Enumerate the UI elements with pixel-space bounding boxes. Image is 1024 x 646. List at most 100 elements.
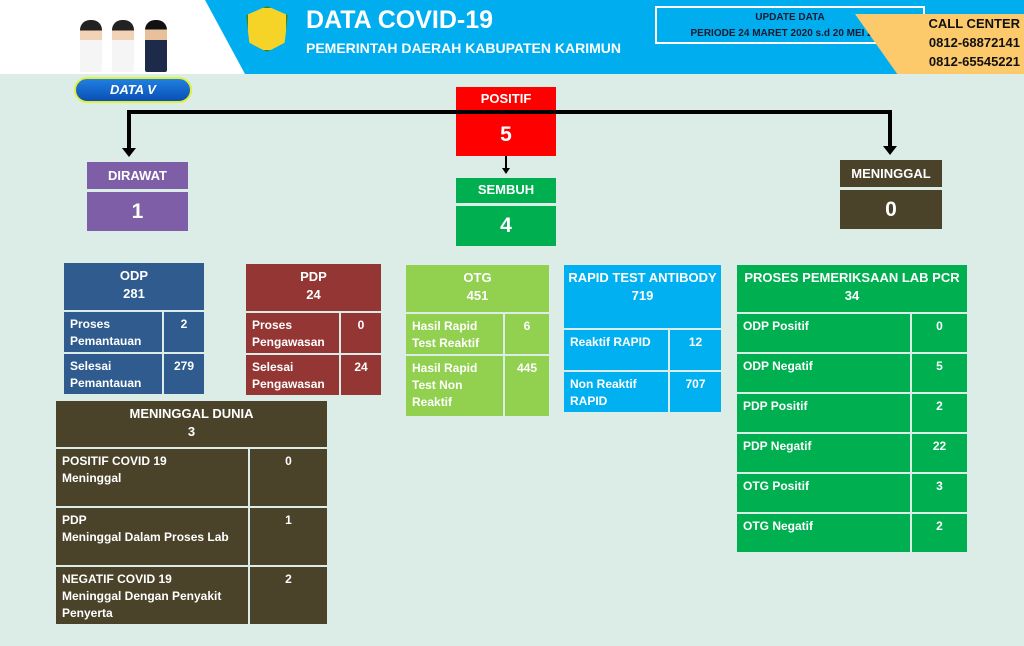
- row-value: 5: [936, 359, 943, 373]
- card-title: ODP: [119, 268, 149, 283]
- table-row: Hasil Rapid Test Non Reaktif 445: [406, 356, 549, 416]
- meninggal_dunia-header: MENINGGAL DUNIA 3: [56, 401, 327, 447]
- card-title: OTG: [463, 270, 492, 285]
- row-label: OTG Positif: [737, 474, 912, 512]
- row-label: PDP Positif: [737, 394, 912, 432]
- arrow-down-icon: [502, 168, 510, 178]
- row-value: 0: [357, 318, 365, 332]
- card-title: PROSES PEMERIKSAAN LAB PCR: [744, 270, 960, 285]
- card-total: 719: [631, 288, 654, 303]
- card-total: 451: [466, 288, 489, 303]
- odp-header: ODP 281: [64, 263, 204, 310]
- phone-2: 0812-65545221: [928, 54, 1020, 69]
- row-value: 445: [516, 361, 538, 375]
- card-total: 24: [306, 287, 321, 302]
- card-title: PDP: [300, 269, 327, 284]
- positif-label: POSITIF: [456, 87, 556, 110]
- table-row: Proses Pengawasan 0: [246, 313, 381, 353]
- card-title: MENINGGAL DUNIA: [129, 406, 254, 421]
- arrow-down-icon: [122, 148, 136, 164]
- official-photo: [145, 20, 167, 72]
- row-value: 2: [285, 572, 292, 586]
- arrow-down-icon: [883, 146, 897, 162]
- connector-line: [505, 156, 507, 170]
- dirawat-value: 1: [87, 192, 188, 231]
- table-row: Reaktif RAPID 12: [564, 330, 721, 370]
- dirawat-label: DIRAWAT: [87, 162, 188, 189]
- otg-card: OTG 451 Hasil Rapid Test Reaktif 6 Hasil Rap…: [406, 265, 549, 418]
- row-label: ODP Positif: [737, 314, 912, 352]
- call-center-label: CALL CENTER: [928, 16, 1020, 31]
- connector-line: [127, 110, 892, 114]
- row-label: PDP Negatif: [737, 434, 912, 472]
- call-center: CALL CENTER 0812-68872141 0812-65545221: [922, 14, 1020, 71]
- data-version-badge: DATA V: [74, 77, 192, 103]
- table-row: OTG Negatif 2: [737, 514, 967, 552]
- table-row: Non Reaktif RAPID 707: [564, 372, 721, 412]
- row-value: 24: [354, 360, 368, 374]
- phone-1: 0812-68872141: [928, 35, 1020, 50]
- update-period: PERIODE 24 MARET 2020 s.d 20 MEI 2020: [690, 28, 890, 39]
- row-label: Proses Pengawasan: [246, 313, 341, 353]
- table-row: PDP Negatif 22: [737, 434, 967, 472]
- row-label: Hasil Rapid Test Non Reaktif: [406, 356, 505, 416]
- row-label: Selesai Pengawasan: [246, 355, 341, 395]
- row-value: 0: [936, 319, 943, 333]
- meninggal-value: 0: [840, 190, 942, 229]
- row-value: 2: [936, 519, 943, 533]
- row-value: 1: [285, 513, 292, 527]
- row-value: 12: [688, 335, 703, 349]
- table-row: POSITIF COVID 19 Meninggal 0: [56, 449, 327, 506]
- row-value: 2: [180, 317, 188, 331]
- lab-pcr-card: PROSES PEMERIKSAAN LAB PCR 34 ODP Positif 0…: [737, 265, 967, 554]
- table-row: Selesai Pemantauan 279: [64, 354, 204, 394]
- row-label: PDP Meninggal Dalam Proses Lab: [56, 508, 250, 565]
- table-row: Proses Pemantauan 2: [64, 312, 204, 352]
- official-photo: [80, 20, 102, 72]
- row-value: 279: [173, 359, 195, 373]
- pdp-card: PDP 24 Proses Pengawasan 0 Selesai Pengawasa…: [246, 264, 381, 397]
- meninggal-dunia-card: MENINGGAL DUNIA 3 POSITIF COVID 19 Meningg…: [56, 401, 327, 626]
- official-photo: [112, 20, 134, 72]
- row-label: Reaktif RAPID: [564, 330, 670, 370]
- table-row: ODP Positif 0: [737, 314, 967, 352]
- table-row: Selesai Pengawasan 24: [246, 355, 381, 395]
- update-label: UPDATE DATA: [755, 12, 825, 23]
- row-label: NEGATIF COVID 19 Meninggal Dengan Penyak…: [56, 567, 250, 624]
- row-label: ODP Negatif: [737, 354, 912, 392]
- table-row: ODP Negatif 5: [737, 354, 967, 392]
- row-value: 3: [936, 479, 943, 493]
- table-row: NEGATIF COVID 19 Meninggal Dengan Penyak…: [56, 567, 327, 624]
- row-label: Selesai Pemantauan: [64, 354, 164, 394]
- connector-line: [127, 110, 131, 150]
- rapid-header: RAPID TEST ANTIBODY 719: [564, 265, 721, 328]
- connector-line: [888, 110, 892, 148]
- lab-header: PROSES PEMERIKSAAN LAB PCR 34: [737, 265, 967, 312]
- table-row: PDP Meninggal Dalam Proses Lab 1: [56, 508, 327, 565]
- card-title: RAPID TEST ANTIBODY: [568, 270, 717, 285]
- row-value: 0: [285, 454, 292, 468]
- positif-value: 5: [456, 114, 556, 156]
- table-row: PDP Positif 2: [737, 394, 967, 432]
- otg-header: OTG 451: [406, 265, 549, 312]
- sembuh-label: SEMBUH: [456, 178, 556, 203]
- odp-card: ODP 281 Proses Pemantauan 2 Selesai Pemantau…: [64, 263, 204, 396]
- row-value: 22: [932, 439, 947, 453]
- rapid-test-card: RAPID TEST ANTIBODY 719 Reaktif RAPID 12 Non…: [564, 265, 721, 414]
- card-total: 34: [844, 288, 860, 303]
- row-label: OTG Negatif: [737, 514, 912, 552]
- pdp-header: PDP 24: [246, 264, 381, 311]
- table-row: OTG Positif 3: [737, 474, 967, 512]
- page-title: DATA COVID-19: [306, 6, 494, 34]
- sembuh-value: 4: [456, 206, 556, 246]
- card-total: 281: [123, 286, 145, 301]
- meninggal-label: MENINGGAL: [840, 160, 942, 187]
- row-value: 6: [523, 319, 531, 333]
- page-subtitle: PEMERINTAH DAERAH KABUPATEN KARIMUN: [306, 40, 621, 56]
- row-label: Non Reaktif RAPID: [564, 372, 670, 412]
- row-label: POSITIF COVID 19 Meninggal: [56, 449, 250, 506]
- table-row: Hasil Rapid Test Reaktif 6: [406, 314, 549, 354]
- row-value: 707: [685, 377, 706, 391]
- row-label: Hasil Rapid Test Reaktif: [406, 314, 505, 354]
- row-label: Proses Pemantauan: [64, 312, 164, 352]
